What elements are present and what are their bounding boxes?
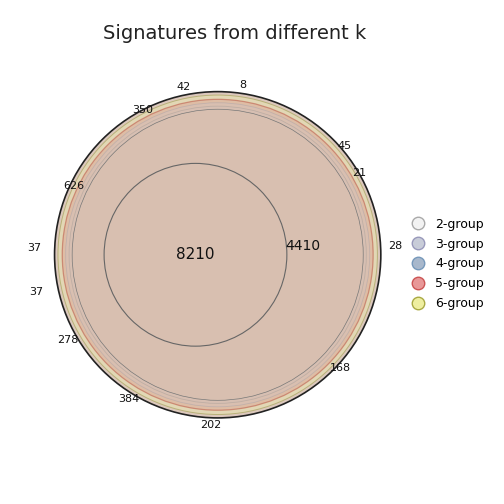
Text: 278: 278 [56,335,78,345]
Text: 4410: 4410 [286,239,321,253]
Circle shape [58,95,377,414]
Circle shape [62,99,373,410]
Text: 350: 350 [132,105,153,115]
Text: 37: 37 [28,243,42,253]
Circle shape [72,109,363,400]
Text: 384: 384 [118,394,140,404]
Text: 8: 8 [240,80,247,90]
Text: 21: 21 [352,168,366,178]
Text: 42: 42 [176,82,191,92]
Text: 28: 28 [389,241,403,251]
Title: Signatures from different k: Signatures from different k [103,24,366,43]
Text: 45: 45 [337,141,351,151]
Circle shape [69,106,366,403]
Text: 168: 168 [330,363,351,373]
Text: 8210: 8210 [176,247,215,262]
Text: 202: 202 [200,420,221,429]
Circle shape [54,92,381,418]
Legend: 2-group, 3-group, 4-group, 5-group, 6-group: 2-group, 3-group, 4-group, 5-group, 6-gr… [400,213,489,315]
Text: 37: 37 [29,287,43,297]
Circle shape [66,103,370,407]
Text: 626: 626 [64,181,85,192]
